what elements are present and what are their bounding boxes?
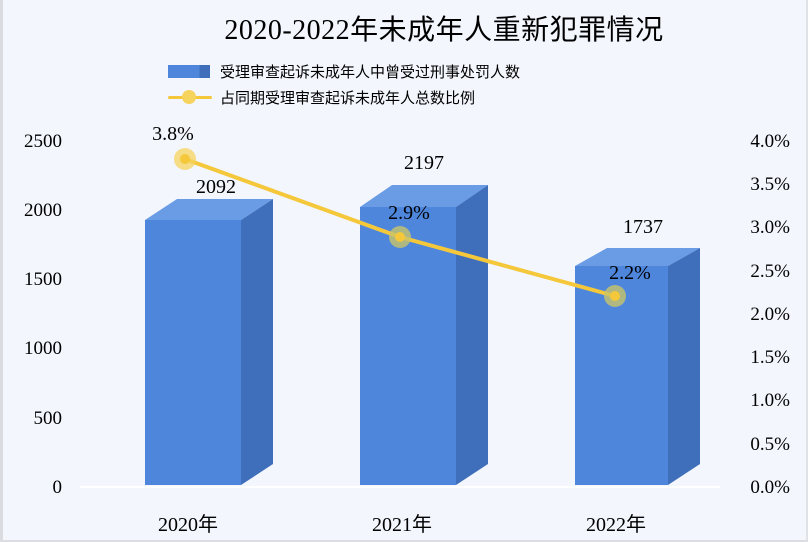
bar-value-label: 2197 [404, 152, 444, 174]
left-axis-tick: 1500 [24, 269, 62, 290]
line-value-label: 2.2% [609, 262, 651, 284]
line-marker-2022[interactable] [604, 285, 626, 307]
right-axis-tick: 1.5% [750, 347, 790, 368]
line-marker-2020[interactable] [174, 148, 196, 170]
line-marker-2021[interactable] [389, 226, 411, 248]
right-axis-tick: 2.5% [750, 261, 790, 282]
line-value-label: 3.8% [152, 123, 194, 145]
bar-value-label: 1737 [623, 216, 663, 238]
chart-title-text: 2020-2022年未成年人重新犯罪情况 [224, 15, 664, 46]
legend-label: 占同期受理审查起诉未成年人总数比例 [220, 88, 476, 107]
right-axis-tick: 1.0% [750, 390, 790, 411]
x-axis-baseline [80, 486, 720, 488]
bar-swatch-icon [168, 64, 210, 78]
line-marker-icon [168, 90, 212, 104]
right-axis-tick: 0.5% [750, 434, 790, 455]
chart-title: 2020-2022年未成年人重新犯罪情况 [0, 8, 808, 48]
bar-2020[interactable] [145, 199, 273, 485]
left-axis-tick: 2500 [24, 131, 62, 152]
x-axis-label: 2021年 [372, 514, 432, 536]
right-axis-tick: 2.0% [750, 304, 790, 325]
legend-item-line[interactable]: 占同期受理审查起诉未成年人总数比例 [168, 84, 520, 110]
left-axis-tick: 0 [52, 477, 63, 498]
legend-label: 受理审查起诉未成年人中曾受过刑事处罚人数 [220, 62, 521, 81]
legend-item-bar[interactable]: 受理审查起诉未成年人中曾受过刑事处罚人数 [168, 58, 520, 84]
x-axis-label: 2020年 [158, 514, 218, 536]
left-border [0, 0, 3, 542]
x-axis-label: 2022年 [586, 514, 646, 536]
left-axis-tick: 1000 [24, 338, 62, 359]
right-axis-tick: 3.0% [750, 217, 790, 238]
right-border [806, 0, 808, 542]
right-axis-tick: 3.5% [750, 174, 790, 195]
right-axis-tick: 4.0% [750, 131, 790, 152]
legend: 受理审查起诉未成年人中曾受过刑事处罚人数 占同期受理审查起诉未成年人总数比例 [168, 58, 520, 110]
bar-value-label: 2092 [196, 176, 236, 198]
line-value-label: 2.9% [388, 202, 430, 224]
right-axis-tick: 0.0% [750, 477, 790, 498]
left-axis-tick: 500 [33, 408, 63, 429]
left-axis-tick: 2000 [24, 200, 62, 221]
bottom-border [0, 540, 808, 542]
